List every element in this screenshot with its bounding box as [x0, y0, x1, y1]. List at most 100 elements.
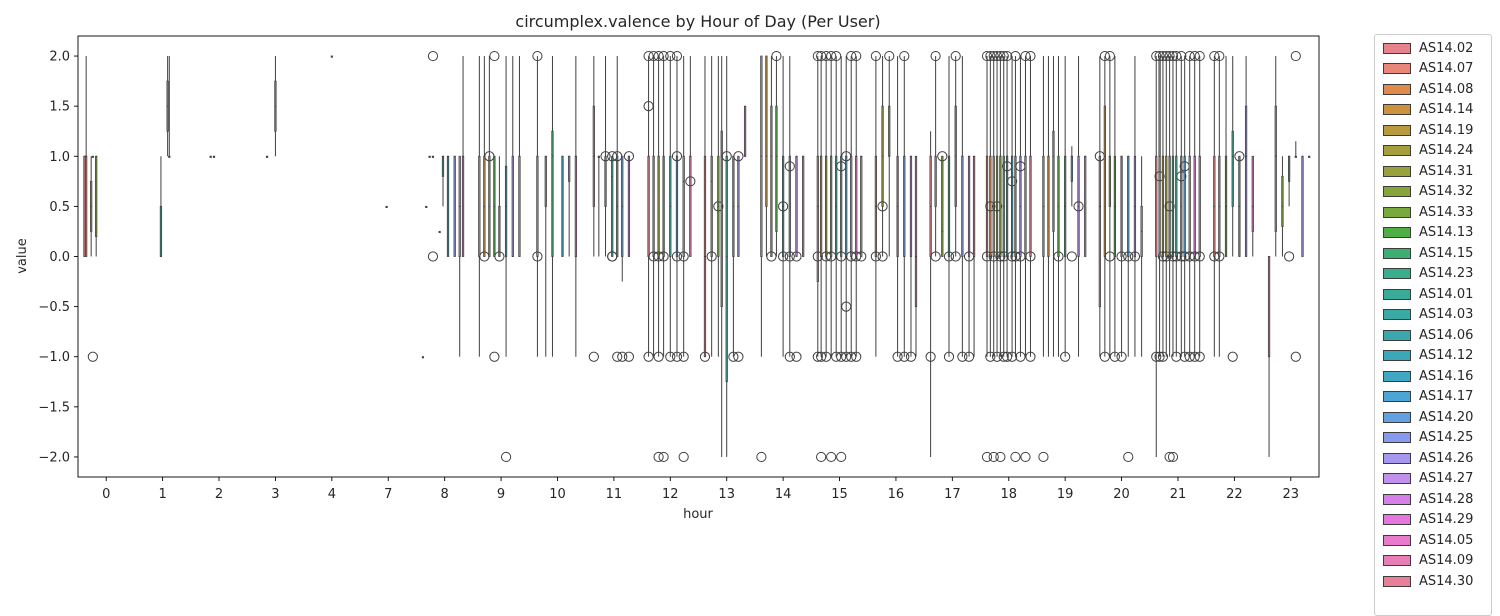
box-group — [1290, 50, 1301, 362]
legend-swatch — [1383, 124, 1411, 136]
outlier-point — [489, 351, 500, 362]
y-tick-label: 1.0 — [49, 150, 70, 165]
box — [825, 155, 828, 257]
legend-swatch — [1383, 555, 1411, 566]
box-group — [1157, 50, 1169, 362]
legend-label: AS14.14 — [1419, 102, 1474, 117]
box — [985, 155, 989, 257]
legend-label: AS14.26 — [1419, 450, 1474, 466]
box — [1052, 130, 1055, 232]
box-group — [1161, 50, 1172, 357]
legend-label: AS14.13 — [1419, 225, 1474, 240]
plot-area — [83, 50, 1311, 463]
legend-item: AS14.27 — [1383, 471, 1473, 487]
legend-swatch — [1383, 370, 1411, 382]
outlier-point — [870, 251, 881, 262]
outlier-point — [1290, 351, 1301, 362]
outlier-point — [995, 50, 1006, 62]
box — [518, 155, 521, 257]
x-tick-label: 1 — [158, 487, 166, 502]
box-group — [425, 205, 428, 208]
outlier-point — [658, 451, 669, 463]
box-group — [826, 50, 837, 463]
box-group — [728, 155, 739, 362]
outlier-point — [995, 451, 1006, 463]
y-tick-label: −1.0 — [38, 350, 70, 365]
legend-label: AS14.12 — [1419, 348, 1474, 363]
chart-title: circumplex.valence by Hour of Day (Per U… — [515, 12, 880, 31]
x-tick-label: 16 — [888, 487, 905, 502]
box-group — [600, 56, 611, 257]
box-group — [494, 156, 505, 262]
legend-item: AS14.17 — [1383, 389, 1473, 405]
box-group — [972, 155, 976, 357]
outlier-point — [930, 251, 941, 262]
outlier-point — [1060, 351, 1071, 362]
box — [568, 155, 571, 182]
outlier-point — [995, 251, 1006, 262]
y-tick-label: 0.0 — [49, 250, 70, 265]
outlier-point — [1109, 351, 1120, 362]
outlier-point — [532, 251, 543, 262]
box — [498, 205, 501, 257]
box — [551, 130, 554, 257]
box-group — [778, 56, 789, 357]
box — [446, 155, 450, 257]
legend-item: AS14.01 — [1383, 286, 1473, 302]
outlier-point — [678, 251, 689, 262]
outlier-point — [812, 251, 823, 262]
legend-swatch — [1383, 247, 1411, 259]
outlier-point — [1176, 50, 1187, 62]
box — [1198, 155, 1201, 257]
outlier-point — [87, 351, 98, 362]
box-group — [1194, 50, 1205, 362]
legend-label: AS14.29 — [1419, 512, 1474, 527]
box-group — [1104, 50, 1115, 357]
box-group — [265, 155, 269, 158]
box-group — [720, 56, 723, 457]
legend-swatch — [1383, 411, 1411, 423]
box-group — [568, 155, 571, 257]
box-group — [925, 131, 936, 457]
box-group — [168, 56, 171, 158]
legend-swatch — [1383, 452, 1411, 464]
box-group — [841, 56, 852, 362]
outlier-point — [706, 251, 717, 262]
box — [1014, 155, 1017, 257]
box — [743, 105, 747, 157]
box-group — [561, 155, 564, 257]
box-group — [1154, 50, 1165, 362]
outlier-point — [784, 251, 795, 262]
outlier-point — [1164, 50, 1175, 62]
box — [1175, 155, 1178, 257]
box-group — [643, 50, 654, 362]
outlier-point — [623, 351, 635, 362]
legend-swatch — [1383, 534, 1411, 546]
box — [1165, 155, 1168, 257]
box-group — [1084, 155, 1087, 257]
box-group — [274, 56, 277, 157]
box — [1274, 105, 1277, 232]
outlier-point — [1123, 451, 1134, 463]
legend-label: AS14.02 — [1419, 40, 1474, 56]
legend-swatch — [1383, 350, 1411, 361]
box-group — [1251, 155, 1254, 257]
box — [941, 155, 944, 257]
outlier-point — [733, 351, 744, 362]
outlier-point — [756, 451, 767, 463]
legend-label: AS14.03 — [1419, 307, 1474, 322]
box-group — [963, 155, 975, 362]
box-group — [597, 155, 600, 257]
box-group — [1006, 56, 1018, 362]
outlier-point — [851, 351, 862, 362]
box-group — [518, 56, 521, 257]
box-group — [943, 56, 955, 362]
box-group — [1234, 151, 1245, 257]
outlier-point — [1123, 251, 1134, 262]
legend-item: AS14.19 — [1383, 122, 1473, 138]
box — [1281, 175, 1284, 227]
legend-label: AS14.20 — [1419, 409, 1474, 425]
box-group — [812, 50, 823, 362]
box — [1108, 155, 1111, 207]
outlier-point — [1214, 251, 1225, 262]
